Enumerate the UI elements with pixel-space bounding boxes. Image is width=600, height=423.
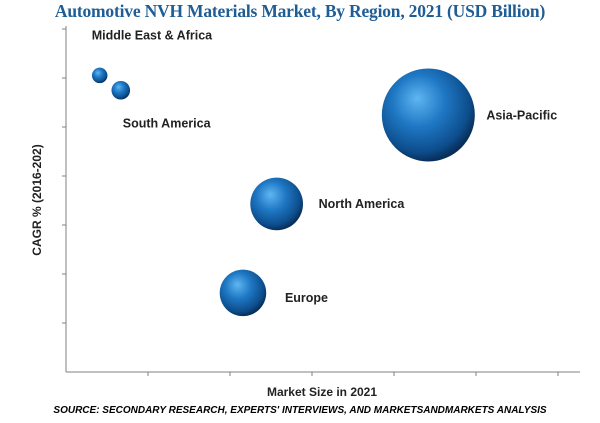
bubble-asia-pacific — [381, 68, 475, 162]
x-axis-label: Market Size in 2021 — [267, 385, 377, 399]
bubble-label-europe: Europe — [285, 291, 328, 305]
source-note: SOURCE: SECONDARY RESEARCH, EXPERTS' INT… — [53, 405, 547, 416]
bubble-south-america — [111, 80, 131, 100]
bubble-europe — [219, 269, 267, 317]
chart-title: Automotive NVH Materials Market, By Regi… — [54, 1, 546, 21]
y-axis — [62, 26, 67, 372]
bubble-label-asia-pacific: Asia-Pacific — [486, 108, 557, 122]
x-axis — [66, 371, 580, 376]
bubble-label-north-america: North America — [319, 197, 406, 211]
y-axis-label: CAGR % (2016-202) — [30, 144, 44, 255]
bubble-label-middle-east-africa: Middle East & Africa — [92, 29, 213, 43]
bubble-label-south-america: South America — [123, 117, 212, 131]
bubble-north-america — [250, 177, 304, 231]
bubble-middle-east-africa — [91, 67, 108, 84]
